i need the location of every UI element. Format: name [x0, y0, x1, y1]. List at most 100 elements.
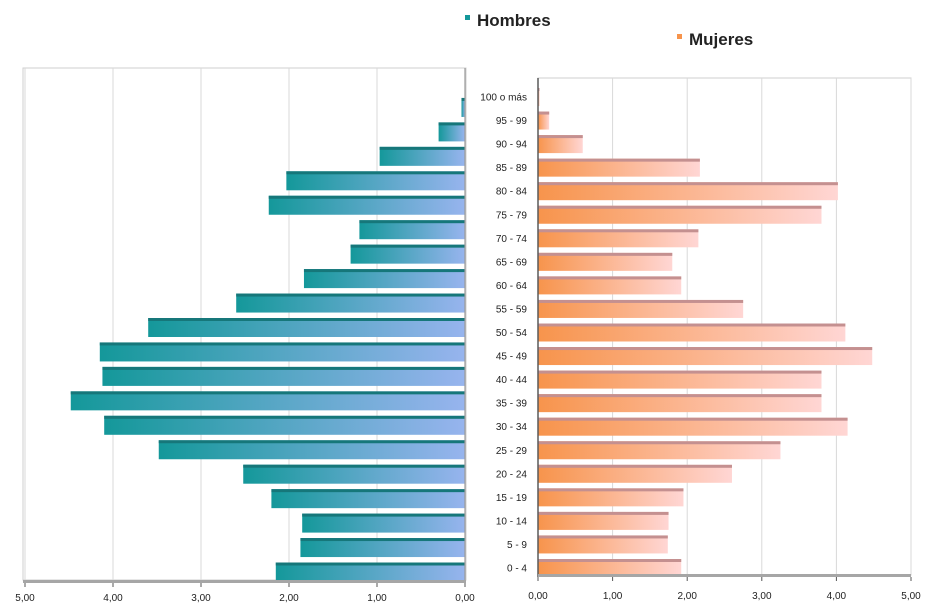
hombres-bar: [158, 440, 465, 460]
hombres-bar-top: [359, 220, 465, 224]
hombres-x-ticks: 5,00 4,00 3,00 2,00 1,00 0,00: [15, 583, 475, 604]
hombres-title: Hombres: [477, 11, 551, 30]
hombres-bar-body: [350, 244, 465, 264]
mujeres-title: Mujeres: [689, 30, 753, 49]
mujeres-tick-label: 4,00: [827, 591, 847, 602]
hombres-legend-marker: [465, 15, 470, 20]
hombres-bar: [286, 171, 465, 191]
hombres-bar-top: [158, 440, 465, 444]
hombres-bar: [438, 122, 465, 142]
hombres-bar-body: [243, 464, 465, 484]
hombres-bar: [300, 538, 465, 558]
mujeres-tick-label: 0,00: [528, 591, 548, 602]
hombres-bar-top: [275, 562, 465, 566]
hombres-bar-top: [268, 195, 465, 199]
mujeres-bar-body: [538, 205, 822, 224]
mujeres-bar: [538, 441, 781, 460]
mujeres-bar-top: [538, 347, 873, 351]
hombres-bar-top: [303, 269, 465, 273]
mujeres-bar-body: [538, 464, 732, 483]
hombres-bars: [70, 97, 466, 582]
mujeres-bar-body: [538, 158, 700, 177]
mujeres-bar-body: [538, 111, 550, 130]
hombres-bar-top: [461, 97, 465, 101]
hombres-bar-top: [104, 415, 465, 419]
mujeres-bar-top: [538, 252, 673, 256]
age-group-label: 30 - 34: [496, 422, 528, 433]
hombres-bar: [148, 318, 465, 337]
age-group-label: 50 - 54: [496, 328, 528, 339]
hombres-bar-body: [271, 489, 465, 509]
hombres-bar-body: [70, 391, 465, 411]
mujeres-bar-body: [538, 299, 744, 318]
mujeres-bar-body: [538, 441, 781, 460]
mujeres-bar-body: [538, 276, 682, 295]
hombres-bar: [99, 342, 466, 362]
mujeres-bar-body: [538, 182, 838, 201]
hombres-bar: [379, 146, 465, 166]
hombres-bar: [102, 366, 465, 386]
age-group-label: 85 - 89: [496, 163, 528, 174]
hombres-bar-body: [359, 220, 465, 240]
mujeres-bar-top: [538, 182, 838, 186]
mujeres-bars: [538, 88, 873, 577]
hombres-bar-top: [236, 293, 465, 297]
mujeres-tick-label: 2,00: [677, 591, 697, 602]
mujeres-bar-top: [538, 488, 684, 492]
hombres-bar-top: [70, 391, 465, 395]
mujeres-bar-body: [538, 417, 848, 436]
mujeres-bar-top: [538, 535, 668, 539]
age-group-label: 20 - 24: [496, 469, 528, 480]
hombres-bar-body: [303, 269, 465, 289]
mujeres-x-axis: [538, 574, 911, 577]
hombres-bar-body: [438, 122, 465, 142]
hombres-bar-top: [99, 342, 466, 346]
mujeres-tick-label: 3,00: [752, 591, 772, 602]
mujeres-bar-body: [538, 252, 673, 271]
hombres-bar: [359, 220, 465, 240]
mujeres-bar-body: [538, 347, 873, 366]
mujeres-bar-body: [538, 488, 684, 507]
hombres-bar-body: [102, 366, 465, 386]
mujeres-bar-top: [538, 464, 732, 468]
hombres-bar: [236, 293, 465, 313]
hombres-tick-label: 4,00: [103, 593, 123, 604]
mujeres-bar-body: [538, 535, 668, 554]
mujeres-bar-body: [538, 559, 682, 577]
hombres-tick-label: 5,00: [15, 593, 35, 604]
mujeres-bar-top: [538, 370, 822, 374]
mujeres-legend-marker: [677, 34, 682, 39]
mujeres-bar-top: [538, 229, 699, 233]
hombres-bar-top: [148, 318, 465, 321]
mujeres-bar-top: [538, 394, 822, 398]
mujeres-bar-body: [538, 394, 822, 413]
hombres-bar-body: [236, 293, 465, 313]
age-group-label: 90 - 94: [496, 140, 528, 151]
mujeres-bar-top: [538, 299, 744, 303]
hombres-bar: [303, 269, 465, 289]
hombres-tick-label: 2,00: [279, 593, 299, 604]
mujeres-bar-top: [538, 559, 682, 562]
mujeres-bar: [538, 417, 848, 436]
hombres-bar-top: [271, 489, 465, 493]
hombres-bar: [271, 489, 465, 509]
hombres-tick-label: 1,00: [367, 593, 387, 604]
hombres-bar-body: [99, 342, 466, 362]
mujeres-bar-top: [538, 511, 669, 515]
hombres-panel: Hombres 5,00 4,00 3,00 2,00 1,00 0,00: [15, 11, 550, 604]
hombres-bar-body: [268, 195, 465, 215]
hombres-bar-body: [379, 146, 465, 166]
age-group-label: 45 - 49: [496, 352, 528, 363]
age-group-label: 70 - 74: [496, 234, 528, 245]
age-group-label: 0 - 4: [507, 564, 527, 575]
hombres-bar: [70, 391, 465, 411]
hombres-bar: [243, 464, 465, 484]
mujeres-bar: [538, 370, 822, 389]
age-group-label: 40 - 44: [496, 375, 528, 386]
mujeres-bar-top: [538, 417, 848, 421]
mujeres-bar: [538, 229, 699, 248]
mujeres-bar-body: [538, 229, 699, 248]
mujeres-bar: [538, 276, 682, 295]
hombres-bar-top: [379, 146, 465, 150]
mujeres-bar-top: [538, 205, 822, 209]
